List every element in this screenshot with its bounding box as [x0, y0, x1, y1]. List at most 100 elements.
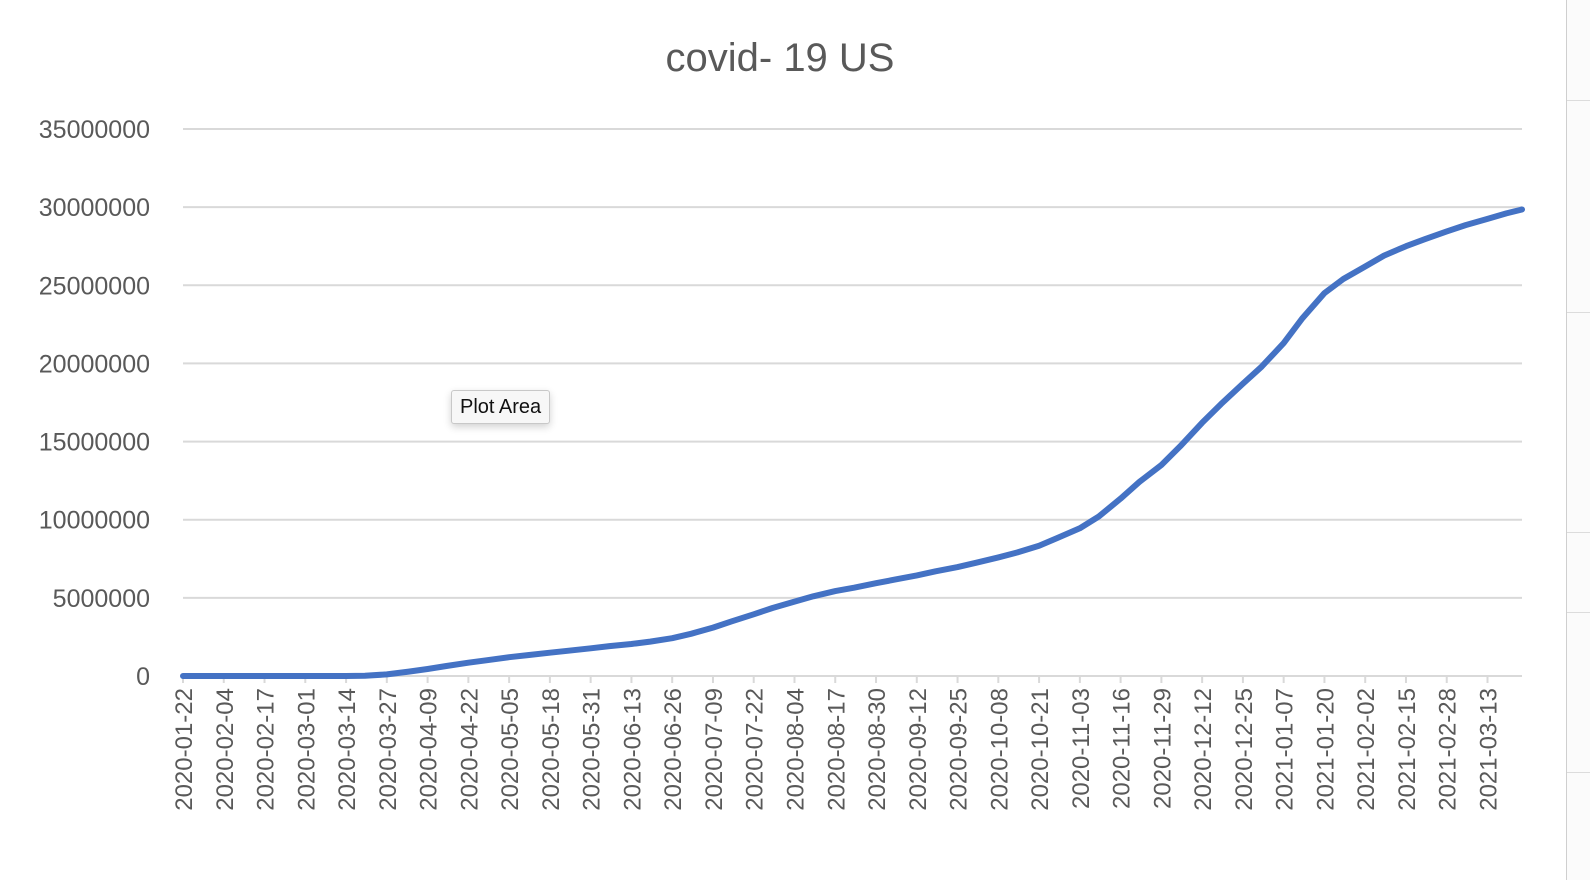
data-point[interactable]: [384, 671, 390, 677]
x-tick-label: 2020-10-08: [986, 688, 1013, 811]
y-tick-label: 10000000: [39, 507, 150, 535]
series-line[interactable]: [180, 206, 1525, 679]
y-tick-label: 30000000: [39, 194, 150, 222]
data-point[interactable]: [1463, 222, 1469, 228]
data-point[interactable]: [1444, 228, 1450, 234]
data-point[interactable]: [343, 673, 349, 679]
data-point[interactable]: [1362, 264, 1368, 270]
x-tick-label: 2020-11-16: [1109, 688, 1136, 809]
y-tick-label: 35000000: [39, 116, 150, 144]
data-point[interactable]: [362, 673, 368, 679]
data-point[interactable]: [1403, 243, 1409, 249]
data-point[interactable]: [566, 648, 572, 654]
data-point[interactable]: [1014, 550, 1020, 556]
data-point[interactable]: [995, 554, 1001, 560]
data-point[interactable]: [425, 666, 431, 672]
data-point[interactable]: [1158, 462, 1164, 468]
data-point[interactable]: [1259, 364, 1265, 370]
data-point[interactable]: [832, 588, 838, 594]
data-point[interactable]: [465, 660, 471, 666]
x-tick-label: 2020-12-12: [1190, 688, 1217, 811]
data-point[interactable]: [892, 577, 898, 583]
series-layer: [180, 206, 1525, 679]
y-tick-label: 15000000: [39, 429, 150, 457]
x-tick-label: 2020-03-14: [334, 688, 361, 811]
x-tick-label: 2020-06-26: [660, 688, 687, 811]
y-tick-label: 25000000: [39, 272, 150, 300]
x-tick-label: 2020-07-22: [742, 688, 769, 811]
x-tick-label: 2020-11-29: [1149, 688, 1176, 809]
data-point[interactable]: [1422, 236, 1428, 242]
data-point[interactable]: [1519, 206, 1525, 212]
data-point[interactable]: [588, 645, 594, 651]
data-point[interactable]: [1096, 514, 1102, 520]
data-point[interactable]: [973, 560, 979, 566]
data-point[interactable]: [443, 663, 449, 669]
data-point[interactable]: [933, 568, 939, 574]
x-tick-label: 2020-06-13: [619, 688, 646, 811]
data-point[interactable]: [647, 639, 653, 645]
x-tick-label: 2020-08-30: [864, 688, 891, 811]
x-tick-label: 2020-07-09: [701, 688, 728, 811]
x-tick-label: 2020-05-31: [579, 688, 606, 811]
data-point[interactable]: [873, 580, 879, 586]
data-point[interactable]: [506, 654, 512, 660]
data-point[interactable]: [547, 650, 553, 656]
data-point[interactable]: [791, 599, 797, 605]
data-point[interactable]: [729, 618, 735, 624]
chart-title[interactable]: covid- 19 US: [666, 36, 895, 80]
x-axis-tick-labels: 2020-01-22 2020-02-04 2020-02-17 2020-03-01…: [171, 676, 1503, 811]
data-point[interactable]: [1240, 381, 1246, 387]
data-point[interactable]: [180, 673, 186, 679]
data-point[interactable]: [810, 593, 816, 599]
data-point[interactable]: [406, 669, 412, 675]
x-tick-label: 2020-02-04: [212, 688, 239, 811]
data-point[interactable]: [1199, 420, 1205, 426]
data-point[interactable]: [770, 605, 776, 611]
data-point[interactable]: [851, 585, 857, 591]
data-point[interactable]: [710, 625, 716, 631]
data-point[interactable]: [1218, 401, 1224, 407]
data-point[interactable]: [1136, 479, 1142, 485]
data-point[interactable]: [669, 635, 675, 641]
plot-area-tooltip: Plot Area: [451, 390, 551, 424]
data-point[interactable]: [484, 657, 490, 663]
y-tick-label: 20000000: [39, 350, 150, 378]
data-point[interactable]: [1055, 535, 1061, 541]
y-tick-label: 0: [136, 663, 150, 691]
x-tick-label: 2020-08-17: [823, 688, 850, 811]
data-point[interactable]: [1381, 253, 1387, 259]
data-point[interactable]: [628, 641, 634, 647]
data-point[interactable]: [1281, 340, 1287, 346]
data-point[interactable]: [751, 611, 757, 617]
data-point[interactable]: [1340, 276, 1346, 282]
x-tick-label: 2021-02-02: [1353, 688, 1380, 811]
data-point[interactable]: [955, 564, 961, 570]
data-point[interactable]: [1036, 543, 1042, 549]
data-point[interactable]: [914, 572, 920, 578]
x-tick-label: 2020-04-22: [456, 688, 483, 811]
x-tick-label: 2020-11-03: [1068, 688, 1095, 809]
x-tick-label: 2021-02-28: [1435, 688, 1462, 811]
data-point[interactable]: [1503, 210, 1509, 216]
data-point[interactable]: [1077, 525, 1083, 531]
data-point[interactable]: [262, 673, 268, 679]
data-point[interactable]: [1299, 315, 1305, 321]
data-point[interactable]: [1118, 496, 1124, 502]
x-tick-label: 2020-04-09: [416, 688, 443, 811]
x-tick-label: 2020-08-04: [782, 688, 809, 811]
x-tick-label: 2020-01-22: [171, 688, 198, 811]
x-tick-label: 2020-10-21: [1027, 688, 1054, 811]
data-point[interactable]: [1321, 290, 1327, 296]
data-point[interactable]: [525, 652, 531, 658]
data-point[interactable]: [302, 673, 308, 679]
spreadsheet-edge: [1566, 0, 1590, 880]
data-point[interactable]: [688, 631, 694, 637]
data-point[interactable]: [1177, 443, 1183, 449]
data-point[interactable]: [606, 643, 612, 649]
data-point[interactable]: [221, 673, 227, 679]
x-tick-label: 2021-01-07: [1272, 688, 1299, 811]
data-point[interactable]: [1485, 216, 1491, 222]
